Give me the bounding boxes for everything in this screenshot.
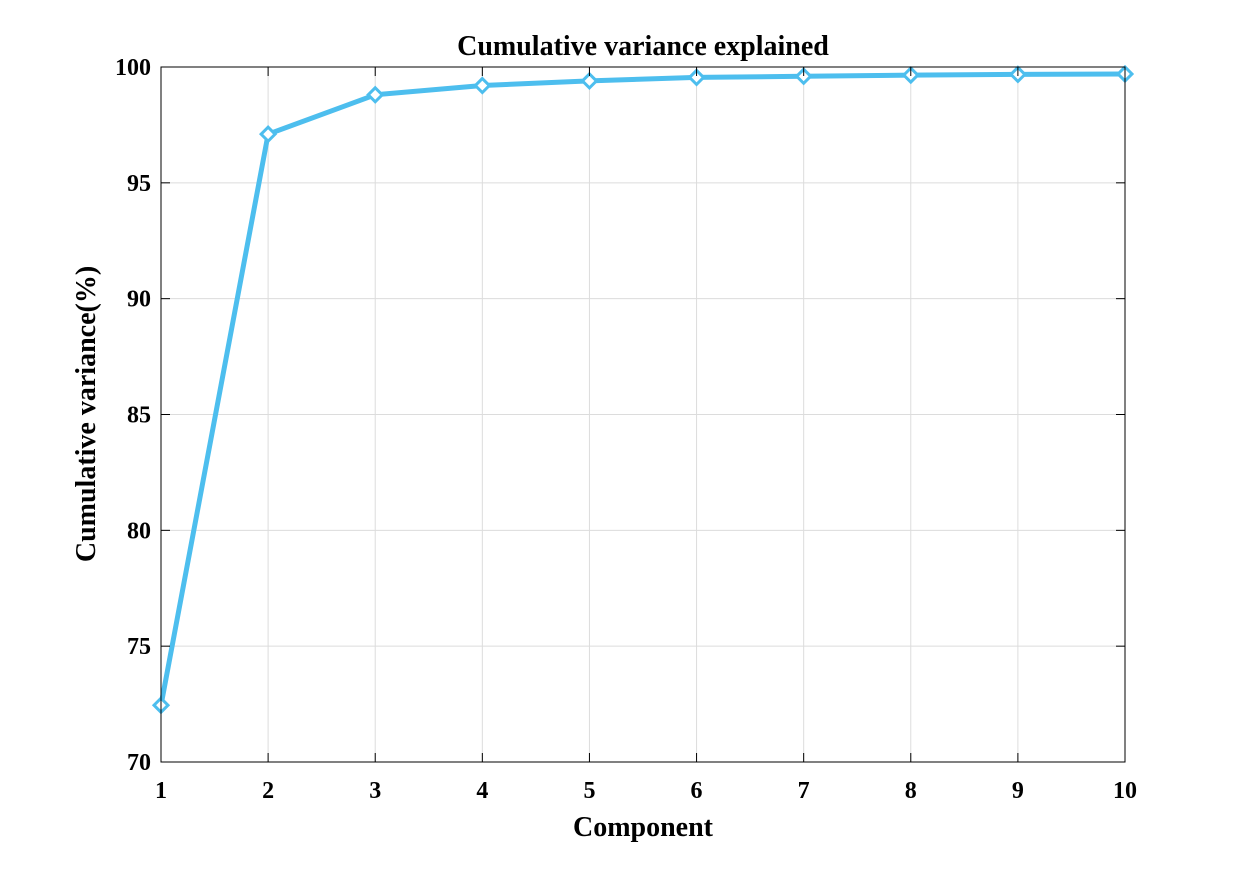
data-point-marker bbox=[473, 76, 492, 95]
series-line-group bbox=[151, 64, 1135, 715]
y-tick-label: 100 bbox=[115, 55, 151, 81]
y-tick-label: 90 bbox=[127, 287, 151, 313]
x-tick-label: 3 bbox=[369, 778, 381, 804]
x-tick-label: 5 bbox=[583, 778, 595, 804]
chart-title: Cumulative variance explained bbox=[457, 31, 829, 62]
x-tick-label: 10 bbox=[1113, 778, 1137, 804]
y-tick-label: 95 bbox=[127, 171, 151, 197]
data-point-marker bbox=[687, 68, 706, 87]
data-point-marker bbox=[794, 67, 813, 86]
x-tick-label: 7 bbox=[798, 778, 810, 804]
y-tick-label: 75 bbox=[127, 634, 151, 660]
data-point-marker bbox=[366, 85, 385, 104]
y-tick-label: 80 bbox=[127, 518, 151, 544]
y-tick-labels: 70 75 80 85 90 95 100 bbox=[115, 55, 151, 776]
data-point-marker bbox=[258, 125, 278, 144]
x-tick-labels: 1 2 3 4 5 6 7 8 9 10 bbox=[155, 778, 1137, 804]
x-tick-label: 2 bbox=[262, 778, 274, 804]
y-tick-label: 70 bbox=[127, 750, 151, 776]
x-tick-label: 4 bbox=[476, 778, 488, 804]
y-axis-label: Cumulative variance(%) bbox=[71, 266, 102, 562]
data-point-marker bbox=[580, 71, 599, 91]
y-tick-label: 85 bbox=[127, 403, 151, 429]
series-line bbox=[158, 71, 1128, 708]
x-tick-label: 9 bbox=[1012, 778, 1024, 804]
axis-ticks bbox=[160, 66, 1126, 763]
x-axis-label: Component bbox=[573, 812, 714, 843]
x-tick-label: 1 bbox=[155, 778, 167, 804]
x-tick-label: 6 bbox=[691, 778, 703, 804]
x-tick-label: 8 bbox=[905, 778, 917, 804]
